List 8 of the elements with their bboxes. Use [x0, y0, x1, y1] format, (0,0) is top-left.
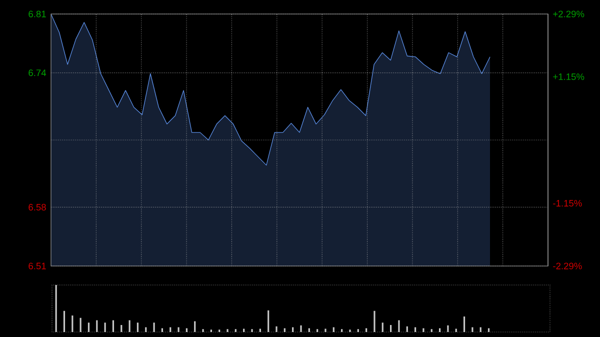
y-tick-label: 6.81 — [28, 10, 46, 18]
y-tick-label: 6.74 — [28, 70, 46, 76]
y2-tick-label: -2.29% — [553, 262, 582, 270]
y2-tick-label: +2.29% — [553, 10, 584, 18]
y-tick-label: 6.51 — [28, 262, 46, 270]
y2-tick-label: +1.15% — [553, 73, 584, 80]
y-tick-label: 6.58 — [28, 204, 46, 210]
y2-tick-label: -1.15% — [553, 200, 582, 207]
